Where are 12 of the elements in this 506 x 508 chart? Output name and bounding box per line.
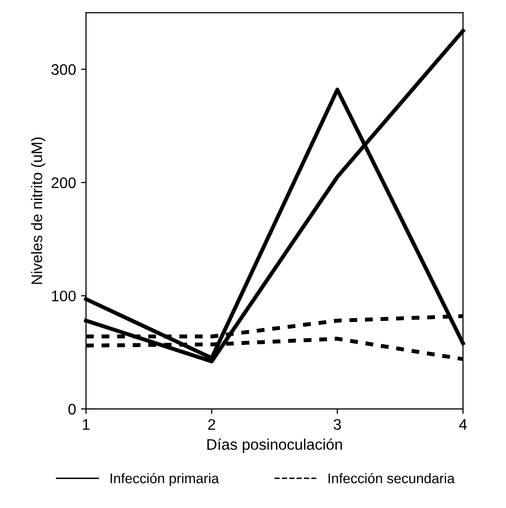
y-tick-label: 0: [68, 404, 76, 415]
legend-label: Infección secundaria: [328, 472, 455, 484]
x-tick-label: 1: [82, 419, 90, 430]
y-axis-title: Niveles de nitrito (uM): [31, 137, 46, 284]
x-tick-label: 4: [459, 419, 467, 430]
x-tick-label: 2: [208, 419, 216, 430]
y-tick-label: 200: [52, 177, 76, 188]
y-tick-label: 300: [51, 64, 76, 75]
y-tick-label: 100: [52, 290, 76, 302]
x-tick-label: 3: [334, 419, 341, 430]
legend-label: Infección primaria: [110, 472, 219, 486]
x-axis-title: Días posinoculación: [207, 438, 342, 453]
